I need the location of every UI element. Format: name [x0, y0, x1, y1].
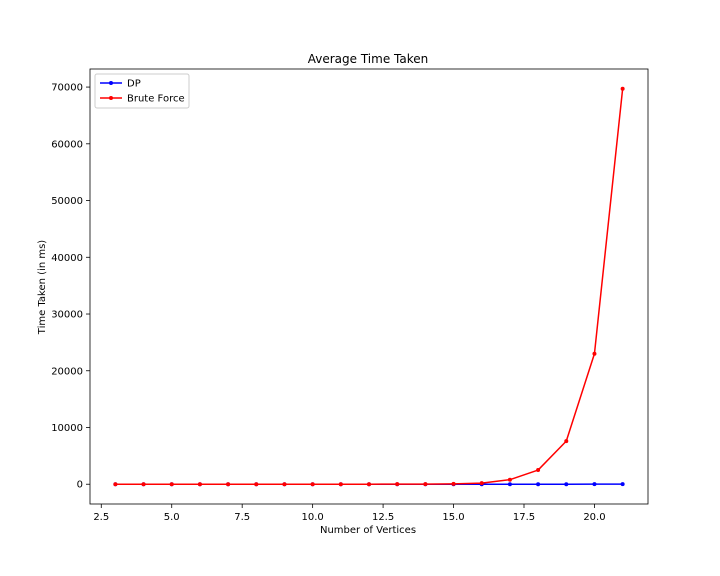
- axes-frame: [89, 68, 649, 505]
- y-tick-label: 70000: [51, 83, 83, 94]
- data-point-brute-force: [338, 482, 343, 487]
- legend-marker-brute-force: [109, 96, 113, 100]
- data-point-brute-force: [254, 482, 259, 487]
- data-point-brute-force: [367, 482, 371, 487]
- x-tick-label: 2.5: [93, 512, 109, 523]
- chart-title: Average Time Taken: [308, 52, 428, 66]
- data-point-brute-force: [592, 351, 597, 356]
- legend-label-dp: DP: [127, 79, 141, 90]
- data-point-dp: [507, 482, 512, 487]
- x-tick-label: 15.0: [442, 512, 464, 523]
- x-tick-label: 7.5: [234, 512, 250, 523]
- x-tick-label: 5.0: [164, 512, 180, 523]
- data-point-brute-force: [564, 439, 569, 444]
- y-tick-label: 0: [77, 480, 83, 491]
- data-point-brute-force: [113, 482, 118, 487]
- data-point-brute-force: [282, 482, 287, 487]
- y-tick-label: 50000: [51, 196, 83, 207]
- x-axis-title: Number of Vertices: [320, 525, 416, 536]
- data-point-brute-force: [507, 477, 512, 482]
- legend-marker-dp: [109, 81, 113, 85]
- x-tick-label: 10.0: [302, 512, 324, 523]
- data-point-brute-force: [620, 86, 625, 91]
- plot-area: 2.5 5.0 7.5 10.0 12.5 15.0 17.5 20.0 0 10000 20000…: [51, 68, 649, 523]
- data-point-brute-force: [226, 482, 231, 487]
- y-tick-label: 10000: [51, 423, 83, 434]
- x-tick-label: 17.5: [513, 512, 535, 523]
- data-point-brute-force: [536, 468, 541, 473]
- data-point-brute-force: [479, 481, 484, 486]
- data-point-dp: [620, 482, 625, 487]
- data-point-brute-force: [197, 482, 202, 487]
- data-point-dp: [592, 482, 597, 487]
- legend: DP Brute Force: [94, 73, 190, 109]
- y-tick-label: 30000: [51, 310, 83, 321]
- data-point-dp: [536, 482, 541, 487]
- data-point-brute-force: [395, 482, 400, 487]
- y-tick-label: 60000: [51, 139, 83, 150]
- data-point-dp: [564, 482, 569, 487]
- legend-label-brute-force: Brute Force: [127, 94, 185, 105]
- y-axis-title: Time Taken (in ms): [37, 240, 48, 335]
- data-point-brute-force: [451, 481, 456, 486]
- data-point-brute-force: [169, 482, 174, 487]
- x-tick-label: 20.0: [583, 512, 605, 523]
- x-tick-label: 12.5: [372, 512, 394, 523]
- data-point-brute-force: [310, 482, 315, 487]
- y-tick-label: 20000: [51, 366, 83, 377]
- data-point-brute-force: [423, 482, 428, 487]
- y-tick-label: 40000: [51, 253, 83, 264]
- data-point-brute-force: [141, 482, 146, 487]
